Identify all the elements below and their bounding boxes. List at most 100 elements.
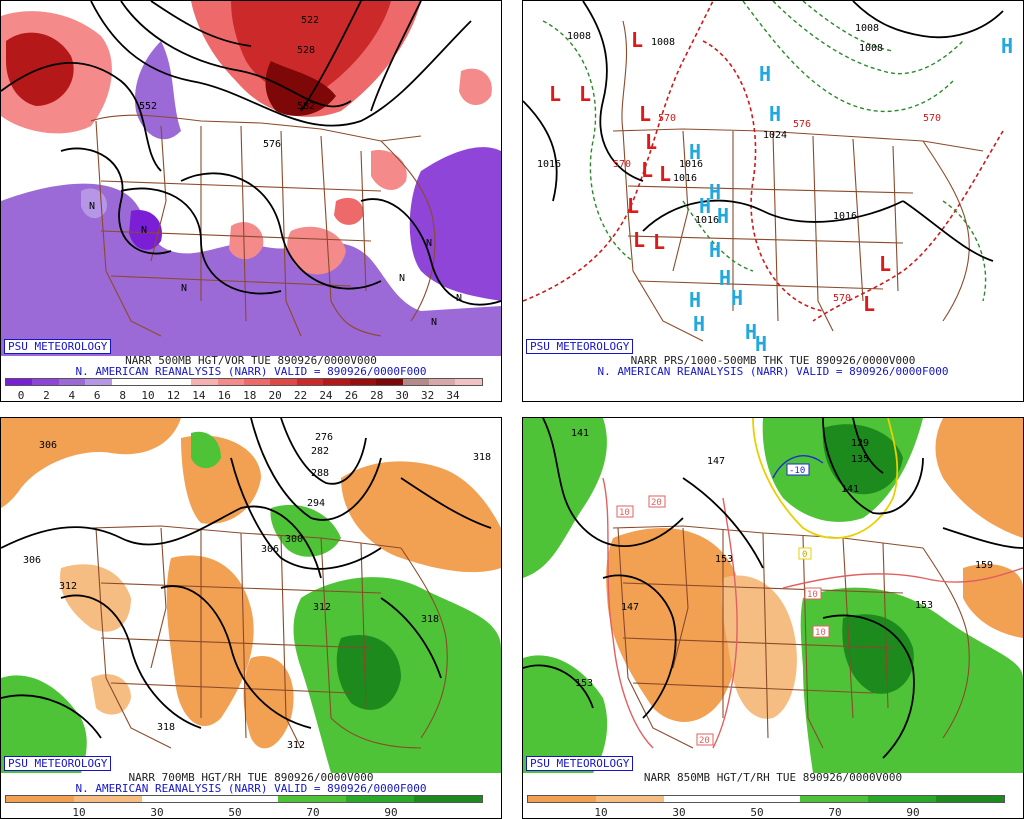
svg-text:L: L [639, 102, 651, 126]
colorbar-swatch [74, 796, 142, 802]
colorbar-tick-label: 32 [420, 389, 435, 402]
pressure-labels: 1008 1008 1008 1008 1016 1016 1016 1016 … [537, 23, 883, 226]
colorbar-tick-label: 16 [217, 389, 231, 402]
panel-title: NARR 700MB HGT/RH TUE 890926/0000V000 [128, 771, 374, 784]
svg-text:153: 153 [715, 554, 733, 565]
svg-text:1016: 1016 [695, 215, 719, 226]
svg-text:H: H [755, 332, 767, 356]
colorbar-swatch [32, 379, 59, 385]
contour-label: 552 [139, 101, 157, 112]
political-borders [90, 525, 448, 749]
colorbar-tick-label: 70 [828, 806, 842, 819]
colorbar-labels: 10 30 50 70 90 [1, 806, 501, 818]
contour-label: 576 [263, 139, 281, 150]
temperature-labels: 10 20 10 10 20 -10 0 [616, 463, 830, 746]
colorbar-swatch [323, 379, 350, 385]
svg-text:L: L [631, 28, 643, 52]
colorbar-swatch [58, 379, 86, 385]
height-contours [1, 418, 492, 739]
thickness-labels: 570 570 576 570 570 [613, 113, 941, 304]
credit-label: PSU METEOROLOGY [4, 339, 112, 354]
svg-text:147: 147 [621, 602, 639, 613]
colorbar-swatch [6, 796, 74, 802]
svg-text:129: 129 [851, 438, 869, 449]
svg-text:135: 135 [851, 454, 869, 465]
vorticity-centers: N N N N N N N [89, 201, 462, 328]
colorbar-tick-label: 10 [141, 389, 155, 402]
svg-text:1016: 1016 [679, 159, 703, 170]
svg-text:L: L [627, 194, 639, 218]
svg-text:H: H [709, 238, 721, 262]
high-pressure-centers: H H H H H H H H H H H H H H [689, 34, 1013, 356]
svg-text:10: 10 [815, 628, 826, 638]
height-contour-labels: 141 147 153 147 153 159 153 129 135 141 [571, 428, 993, 689]
svg-text:N: N [456, 293, 462, 304]
panel-title: NARR 850MB HGT/T/RH TUE 890926/0000V000 [643, 771, 903, 784]
thickness-contours-green [542, 1, 987, 302]
height-contour-labels: 552 528 576 522 582 [139, 15, 319, 150]
colorbar-tick-label: 28 [370, 389, 384, 402]
svg-text:306: 306 [23, 555, 41, 566]
svg-text:288: 288 [311, 468, 329, 479]
svg-text:H: H [759, 62, 771, 86]
colorbar-swatch [349, 379, 377, 385]
svg-text:276: 276 [315, 432, 333, 443]
svg-text:1016: 1016 [537, 159, 561, 170]
svg-text:L: L [633, 228, 645, 252]
panel-subtitle: N. AMERICAN REANALYSIS (NARR) VALID = 89… [597, 365, 949, 378]
contour-label: 528 [297, 45, 315, 56]
svg-text:147: 147 [707, 456, 725, 467]
svg-text:141: 141 [571, 428, 589, 439]
svg-text:H: H [693, 312, 705, 336]
svg-text:20: 20 [699, 736, 710, 746]
colorbar [5, 795, 483, 803]
colorbar-swatch [85, 379, 112, 385]
low-pressure-centers: L L L L L L L L L L L L [549, 28, 891, 316]
colorbar-swatch [278, 796, 346, 802]
svg-text:H: H [689, 140, 701, 164]
panel-700mb-hgt-rh: 306 306 312 318 276 282 288 294 300 306 … [0, 417, 502, 819]
height-contours [523, 418, 1023, 759]
colorbar-swatch [346, 796, 414, 802]
svg-text:306: 306 [39, 440, 57, 451]
colorbar-tick-label: 0 [17, 389, 25, 402]
svg-text:0: 0 [802, 550, 807, 560]
colorbar-swatch [142, 796, 210, 802]
colorbar-swatch [414, 796, 482, 802]
svg-text:312: 312 [313, 602, 331, 613]
svg-text:1016: 1016 [673, 173, 697, 184]
colorbar-tick-label: 34 [446, 389, 460, 402]
colorbar-tick-label: 50 [228, 806, 242, 819]
svg-text:1008: 1008 [651, 37, 675, 48]
colorbar-swatch [868, 796, 936, 802]
svg-text:H: H [1001, 34, 1013, 58]
colorbar-tick-label: 12 [166, 389, 181, 402]
svg-text:H: H [731, 286, 743, 310]
credit-label: PSU METEOROLOGY [4, 756, 112, 771]
contour-label: 522 [301, 15, 319, 26]
colorbar-swatch [402, 379, 429, 385]
panel-prs-thickness: 1008 1008 1008 1008 1016 1016 1016 1016 … [522, 0, 1024, 402]
credit-label: PSU METEOROLOGY [526, 339, 634, 354]
colorbar-swatch [296, 379, 324, 385]
svg-text:L: L [879, 252, 891, 276]
colorbar-tick-label: 20 [268, 389, 282, 402]
svg-text:H: H [699, 194, 711, 218]
colorbar-tick-label: 30 [672, 806, 686, 819]
svg-text:N: N [89, 201, 95, 212]
svg-text:576: 576 [793, 119, 811, 130]
colorbar-labels: 10 30 50 70 90 [523, 806, 1023, 818]
svg-text:L: L [579, 82, 591, 106]
svg-text:10: 10 [807, 590, 818, 600]
svg-text:1016: 1016 [833, 211, 857, 222]
colorbar-tick-label: 18 [243, 389, 257, 402]
svg-text:H: H [709, 180, 721, 204]
colorbar-tick-label: 30 [395, 389, 409, 402]
map-surface-pressure: 1008 1008 1008 1008 1016 1016 1016 1016 … [523, 1, 1013, 356]
colorbar-swatch [217, 379, 244, 385]
svg-text:1008: 1008 [855, 23, 879, 34]
colorbar [5, 378, 483, 386]
svg-text:10: 10 [619, 508, 630, 518]
svg-text:1024: 1024 [763, 130, 787, 141]
svg-text:H: H [689, 288, 701, 312]
